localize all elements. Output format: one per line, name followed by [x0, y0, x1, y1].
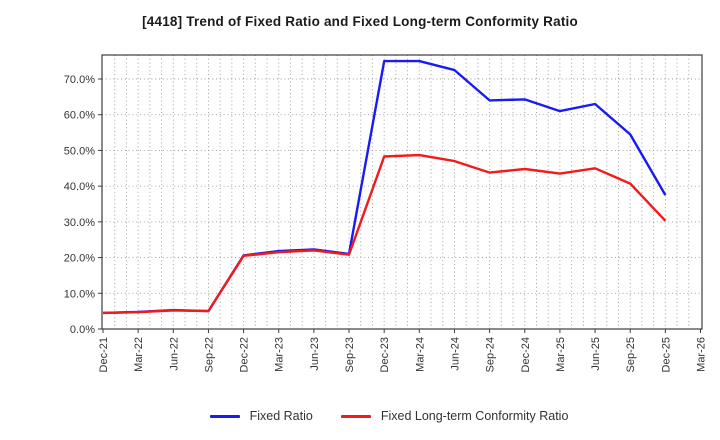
- y-tick-label: 30.0%: [64, 217, 95, 229]
- x-tick-label: Dec-21: [98, 337, 110, 372]
- x-tick-label: Dec-23: [379, 337, 391, 372]
- x-tick-label: Dec-25: [660, 337, 672, 372]
- y-tick-label: 10.0%: [64, 288, 95, 300]
- x-tick-label: Sep-23: [344, 337, 356, 372]
- legend-label: Fixed Ratio: [249, 409, 313, 423]
- chart-title: [4418] Trend of Fixed Ratio and Fixed Lo…: [142, 14, 578, 29]
- x-tick-label: Jun-24: [449, 337, 461, 371]
- x-tick-label: Sep-24: [485, 337, 497, 372]
- y-tick-label: 40.0%: [64, 181, 95, 193]
- y-tick-label: 20.0%: [64, 253, 95, 265]
- series-line-fixed-ratio: [102, 59, 667, 315]
- x-tick-label: Mar-26: [696, 337, 708, 372]
- x-tick-label: Mar-22: [133, 337, 145, 372]
- line-chart-plot-area: 0.0% 10.0% 20.0% 30.0% 40.0% 50.0% 60.0% 70.0% D…: [64, 54, 708, 372]
- y-tick-label: 50.0%: [64, 145, 95, 157]
- plot-border: [101, 54, 703, 330]
- x-tick-label: Dec-24: [520, 337, 532, 372]
- legend-label: Fixed Long-term Conformity Ratio: [380, 409, 569, 423]
- x-tick-label: Jun-25: [590, 337, 602, 371]
- x-tick-label: Sep-22: [203, 337, 215, 372]
- x-tick-label: Mar-23: [274, 337, 286, 372]
- series-line-fixed-long-term-conformity-ratio: [102, 153, 667, 315]
- x-tick-label: Sep-25: [625, 337, 637, 372]
- x-tick-label: Mar-25: [555, 337, 567, 372]
- legend-line-sample-blue: [209, 414, 240, 418]
- x-tick-label: Jun-23: [309, 337, 321, 371]
- y-tick-label: 0.0%: [70, 324, 95, 336]
- x-tick-label: Mar-24: [414, 337, 426, 372]
- legend-line-sample-red: [340, 414, 371, 418]
- legend-item-fixed-long-term-conformity-ratio: Fixed Long-term Conformity Ratio: [340, 409, 569, 423]
- x-tick-label: Dec-22: [239, 337, 251, 372]
- y-tick-label: 60.0%: [64, 110, 95, 122]
- x-tick-label: Jun-22: [168, 337, 180, 371]
- legend-item-fixed-ratio: Fixed Ratio: [209, 409, 313, 423]
- chart-legend: Fixed Ratio Fixed Long-term Conformity R…: [0, 403, 720, 429]
- y-tick-label: 70.0%: [64, 74, 95, 86]
